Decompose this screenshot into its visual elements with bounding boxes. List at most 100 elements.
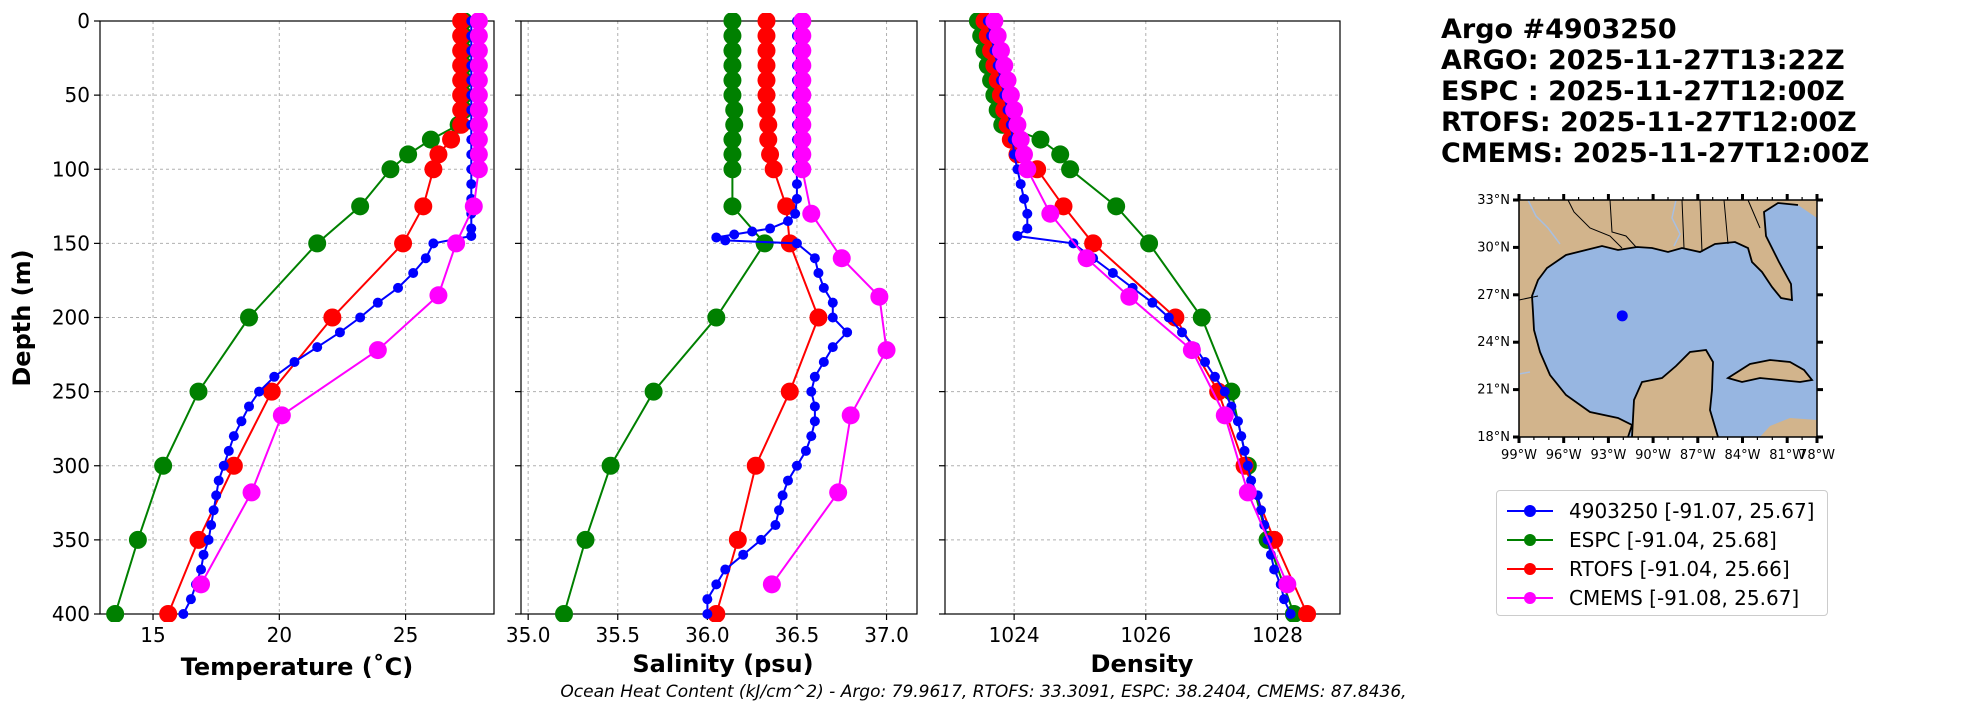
data-point-rtofs	[452, 115, 471, 134]
data-point-espc	[644, 382, 663, 401]
data-point-cmems	[1008, 115, 1027, 134]
legend-label-argo: 4903250 [-91.07, 25.67]	[1569, 498, 1815, 523]
data-point-rtofs	[394, 234, 413, 253]
data-point-cmems	[1001, 86, 1020, 105]
data-point-rtofs	[759, 115, 778, 134]
data-point-4903250	[809, 371, 820, 382]
data-point-espc	[723, 13, 742, 30]
data-point-rtofs	[452, 13, 471, 30]
legend-marker-cmems	[1507, 588, 1553, 608]
data-point-cmems	[870, 287, 889, 306]
data-point-cmems	[793, 130, 812, 149]
data-point-4903250	[178, 609, 189, 619]
data-point-cmems	[762, 575, 781, 594]
data-point-4903250	[428, 238, 439, 249]
series-line-4903250	[706, 21, 849, 614]
data-point-rtofs	[780, 382, 799, 401]
data-point-cmems	[469, 13, 488, 30]
data-point-rtofs	[424, 160, 443, 179]
data-point-espc	[381, 160, 400, 179]
data-point-cmems	[429, 286, 448, 305]
data-point-rtofs	[224, 456, 243, 475]
data-point-cmems	[1011, 130, 1030, 149]
data-point-cmems	[793, 41, 812, 60]
data-point-4903250	[809, 416, 820, 427]
data-point-4903250	[393, 282, 404, 293]
series-group	[555, 13, 896, 622]
data-point-4903250	[1285, 609, 1296, 619]
data-point-cmems	[1005, 100, 1024, 119]
map-lat-label: 18°N	[1477, 430, 1510, 445]
data-point-4903250	[1219, 386, 1230, 397]
data-point-cmems	[469, 56, 488, 75]
data-point-espc	[723, 160, 742, 179]
x-tick-label: 25	[393, 623, 418, 647]
data-point-espc	[576, 530, 595, 549]
data-point-rtofs	[1084, 234, 1103, 253]
map-borders	[1518, 199, 1761, 301]
data-point-cmems	[1015, 145, 1033, 164]
data-point-cmems	[469, 26, 488, 45]
data-point-4903250	[1147, 297, 1158, 308]
x-tick-label: 1024	[989, 623, 1040, 647]
map-rivers	[1518, 199, 1681, 375]
data-point-4903250	[198, 549, 209, 560]
data-point-rtofs	[757, 100, 776, 119]
data-point-4903250	[1209, 371, 1220, 382]
data-point-4903250	[809, 253, 820, 264]
data-point-cmems	[793, 71, 812, 90]
data-point-cmems	[793, 86, 812, 105]
y-tick-label: 350	[52, 528, 90, 552]
data-point-cmems	[469, 41, 488, 60]
data-point-4903250	[1107, 268, 1118, 279]
data-point-4903250	[372, 297, 383, 308]
data-point-4903250	[236, 416, 247, 427]
data-point-cmems	[793, 56, 812, 75]
data-point-rtofs	[764, 160, 783, 179]
map-lat-label: 24°N	[1477, 335, 1510, 350]
data-point-4903250	[1163, 312, 1174, 323]
data-point-4903250	[813, 268, 824, 279]
data-point-cmems	[829, 483, 848, 502]
data-point-4903250	[1015, 179, 1026, 190]
argo-time: ARGO: 2025-11-27T13:22Z	[1441, 45, 1845, 76]
data-point-rtofs	[757, 86, 776, 105]
data-point-4903250	[1177, 327, 1187, 338]
data-point-cmems	[988, 26, 1007, 45]
data-point-rtofs	[728, 530, 747, 549]
data-point-espc	[128, 530, 147, 549]
data-point-4903250	[800, 445, 811, 456]
data-point-4903250	[702, 594, 713, 605]
data-point-rtofs	[414, 197, 433, 216]
data-point-rtofs	[761, 145, 780, 164]
data-point-rtofs	[777, 197, 796, 216]
data-point-4903250	[312, 342, 323, 353]
data-point-4903250	[466, 179, 477, 190]
data-point-rtofs	[746, 456, 765, 475]
data-point-rtofs	[757, 13, 776, 30]
data-point-rtofs	[757, 56, 776, 75]
data-point-cmems	[832, 249, 851, 268]
data-point-espc	[106, 605, 125, 622]
data-point-cmems	[1215, 406, 1234, 425]
data-point-rtofs	[323, 308, 342, 327]
x-tick-label: 20	[267, 623, 292, 647]
y-tick-label: 0	[77, 9, 90, 33]
data-point-cmems	[469, 71, 488, 90]
data-point-espc	[421, 130, 440, 149]
x-tick-label: 37.0	[864, 623, 909, 647]
y-tick-label: 250	[52, 380, 90, 404]
y-tick-label: 300	[52, 454, 90, 478]
data-point-espc	[399, 145, 418, 164]
data-point-4903250	[466, 223, 477, 234]
data-point-4903250	[466, 230, 477, 241]
y-tick-label: 50	[65, 83, 90, 107]
data-point-4903250	[765, 223, 776, 234]
temperature-axis-label: Temperature (˚C)	[181, 653, 414, 681]
data-point-espc	[723, 86, 742, 105]
data-point-cmems	[1018, 160, 1037, 179]
data-point-4903250	[1022, 208, 1033, 219]
data-point-4903250	[1242, 460, 1253, 471]
data-point-espc	[601, 456, 620, 475]
data-point-rtofs	[759, 130, 778, 149]
